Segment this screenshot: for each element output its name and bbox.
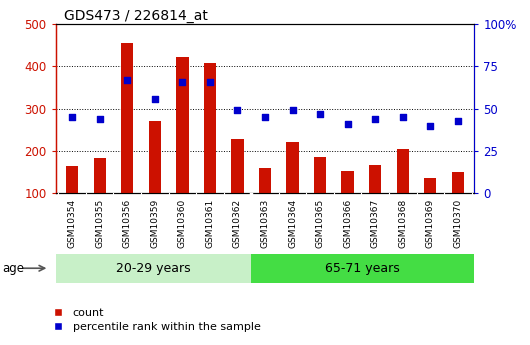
Point xyxy=(399,114,407,120)
Bar xyxy=(424,178,437,193)
Text: GSM10356: GSM10356 xyxy=(123,199,132,248)
Bar xyxy=(341,171,354,193)
Bar xyxy=(259,168,271,193)
Text: GSM10354: GSM10354 xyxy=(68,199,77,248)
Bar xyxy=(231,139,244,193)
Bar xyxy=(396,149,409,193)
Bar xyxy=(93,158,106,193)
Bar xyxy=(369,165,382,193)
Text: age: age xyxy=(3,262,25,275)
Text: 20-29 years: 20-29 years xyxy=(116,262,191,275)
Text: GSM10368: GSM10368 xyxy=(398,199,407,248)
Bar xyxy=(286,142,299,193)
Point xyxy=(123,77,131,83)
Point xyxy=(206,79,214,85)
Bar xyxy=(452,172,464,193)
Text: GSM10366: GSM10366 xyxy=(343,199,352,248)
Point xyxy=(288,108,297,113)
Text: GSM10359: GSM10359 xyxy=(151,199,160,248)
Point xyxy=(343,121,352,127)
Text: GSM10361: GSM10361 xyxy=(206,199,215,248)
Text: GSM10370: GSM10370 xyxy=(453,199,462,248)
Text: GSM10367: GSM10367 xyxy=(370,199,379,248)
Text: GSM10362: GSM10362 xyxy=(233,199,242,248)
Text: 65-71 years: 65-71 years xyxy=(325,262,400,275)
Text: GSM10369: GSM10369 xyxy=(426,199,435,248)
Point xyxy=(151,96,159,101)
Text: GSM10360: GSM10360 xyxy=(178,199,187,248)
Point xyxy=(178,79,187,85)
Bar xyxy=(56,254,251,283)
Text: GSM10363: GSM10363 xyxy=(261,199,269,248)
Bar xyxy=(251,254,474,283)
Point xyxy=(426,123,435,128)
Text: GDS473 / 226814_at: GDS473 / 226814_at xyxy=(64,9,208,23)
Point xyxy=(261,114,269,120)
Text: GSM10365: GSM10365 xyxy=(315,199,324,248)
Point xyxy=(316,111,324,117)
Bar xyxy=(148,121,161,193)
Bar xyxy=(121,43,134,193)
Point xyxy=(95,116,104,121)
Bar xyxy=(314,157,326,193)
Legend: count, percentile rank within the sample: count, percentile rank within the sample xyxy=(42,304,265,336)
Point xyxy=(68,114,76,120)
Bar xyxy=(176,57,189,193)
Point xyxy=(371,116,379,121)
Point xyxy=(233,108,242,113)
Bar xyxy=(66,166,78,193)
Bar xyxy=(204,63,216,193)
Text: GSM10355: GSM10355 xyxy=(95,199,104,248)
Text: GSM10364: GSM10364 xyxy=(288,199,297,248)
Point xyxy=(454,118,462,123)
